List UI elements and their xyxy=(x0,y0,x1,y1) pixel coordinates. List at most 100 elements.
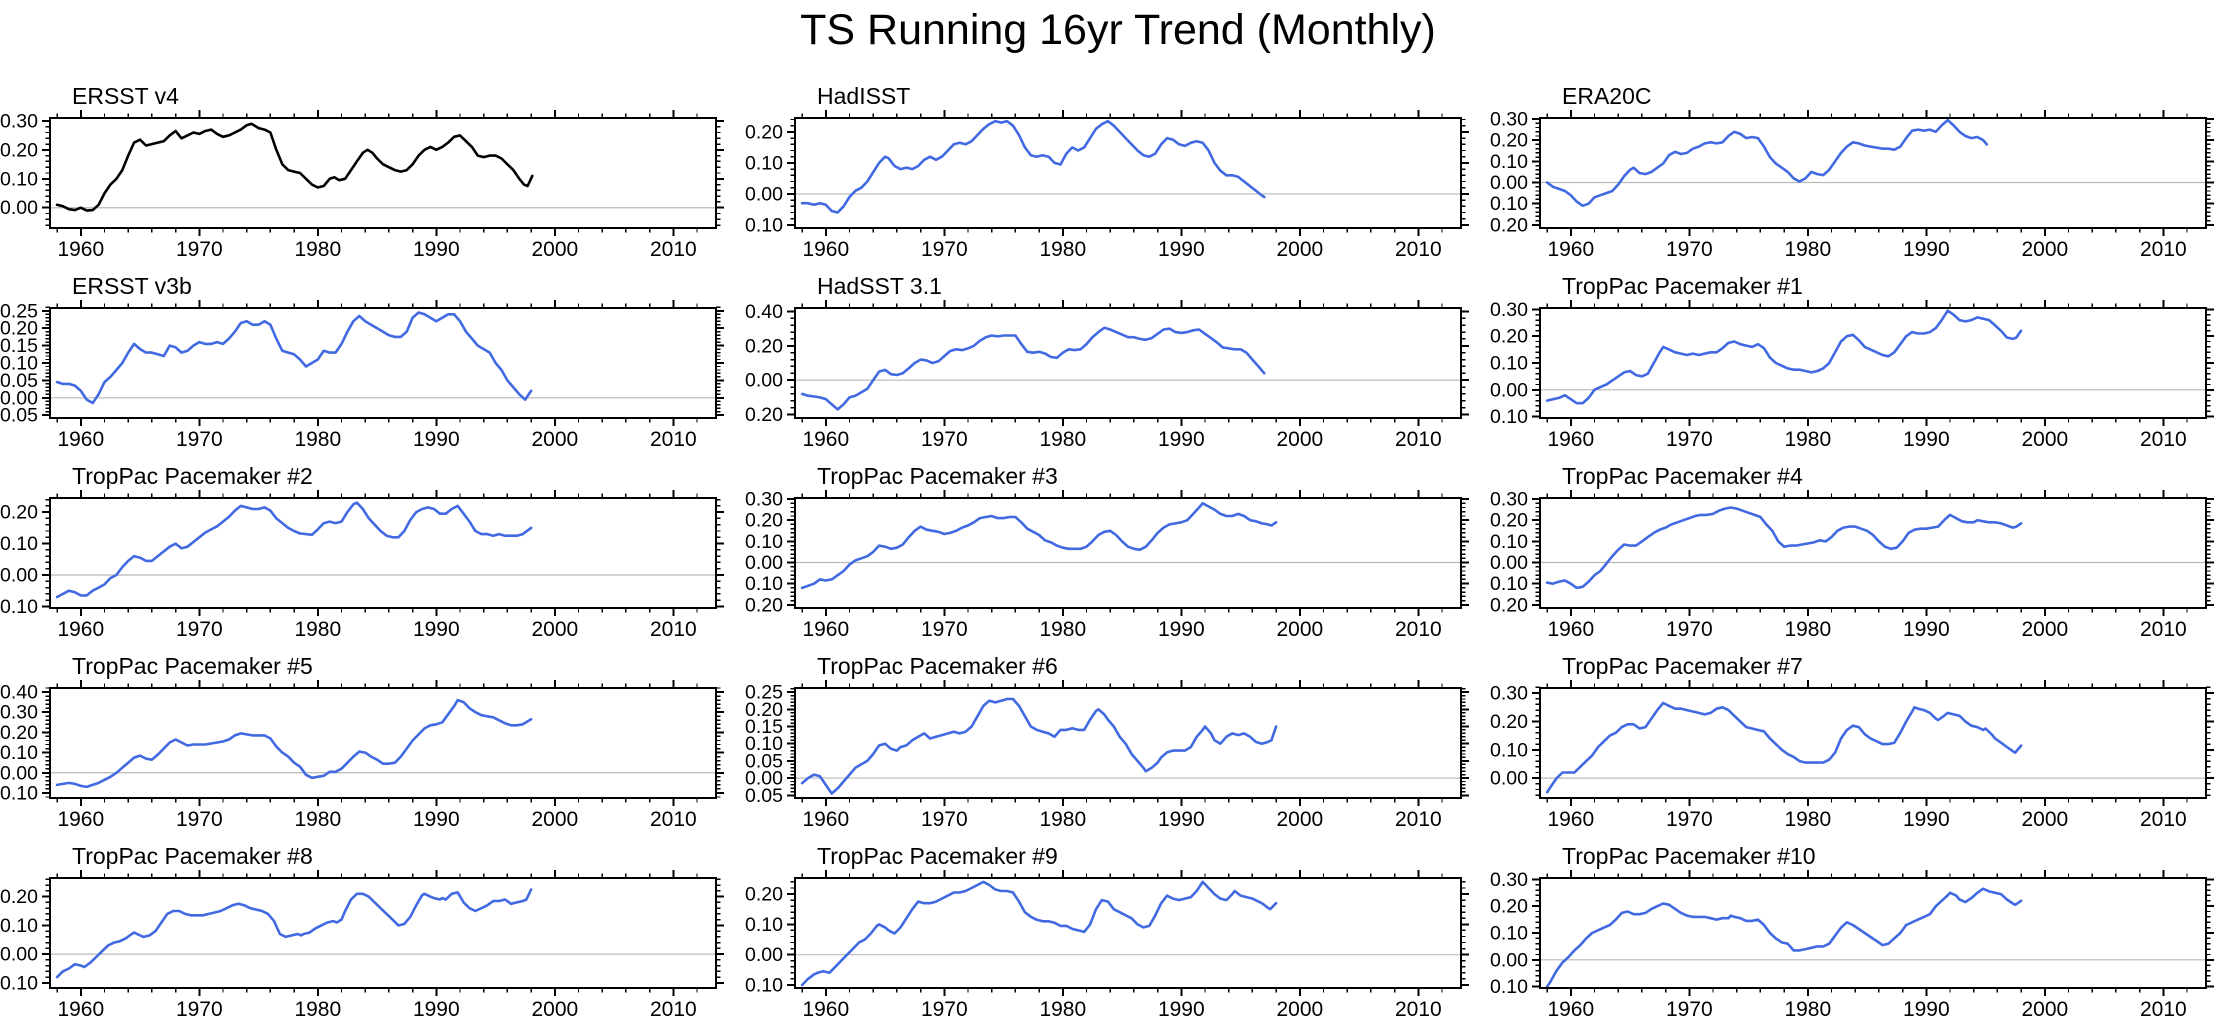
x-tick-label: 1980 xyxy=(1039,808,1086,830)
panel-troppac-pacemaker-5: 1960 1970 1980 1990 2000 2010 -0.100.000.100.2… xyxy=(0,640,745,830)
y-tick-label: 0.20 xyxy=(745,335,783,357)
x-tick-label: 1970 xyxy=(1666,998,1713,1020)
x-tick-label: 2010 xyxy=(650,808,697,830)
data-line xyxy=(800,326,1266,411)
x-tick-label: 1970 xyxy=(1666,808,1713,830)
x-tick-label: 2000 xyxy=(531,428,578,450)
plot-box xyxy=(49,117,717,229)
y-tick-label: 0.20 xyxy=(0,318,38,340)
x-tick-label: 1990 xyxy=(1158,428,1205,450)
x-tick-label: 1990 xyxy=(413,428,460,450)
panel-troppac-pacemaker-7: 1960 1970 1980 1990 2000 2010 0.00 0.10 0.20 0.30… xyxy=(1490,640,2235,830)
plot-box xyxy=(1539,307,2207,419)
x-tick-label: 1980 xyxy=(1039,238,1086,260)
chart-svg: 196019701980199020002010-0.100.000.100.2… xyxy=(0,653,724,830)
y-tick-label: 0.00 xyxy=(0,197,38,219)
data-line xyxy=(1545,309,2023,405)
y-tick-label: 0.30 xyxy=(1490,683,1528,705)
x-tick-label: 2010 xyxy=(1395,428,1442,450)
x-tick-label: 2000 xyxy=(2021,618,2068,640)
y-tick-label: 0.10 xyxy=(1490,353,1528,375)
chart-svg: 196019701980199020002010-0.100.000.100.2… xyxy=(0,843,724,1020)
x-tick-label: 1960 xyxy=(57,428,104,450)
x-tick-label: 1990 xyxy=(1903,238,1950,260)
panel-era20c: 196019701980199020002010-0.20-0.100.000.… xyxy=(1490,70,2235,260)
y-tick-label: 0.10 xyxy=(1490,151,1528,173)
y-tick-label: -0.20 xyxy=(1490,214,1528,236)
x-tick-label: 1960 xyxy=(802,428,849,450)
panel-title: TropPac Pacemaker #6 xyxy=(817,653,1058,679)
y-tick-label: 0.10 xyxy=(1490,739,1528,761)
y-tick-label: 0.10 xyxy=(0,742,38,764)
y-tick-label: 0.30 xyxy=(745,489,783,511)
x-tick-label: 1990 xyxy=(1903,428,1950,450)
chart-svg: 1960 1970 1980 1990 2000 2010 -0.20 0.00 0.20 0.4… xyxy=(745,273,1469,450)
x-tick-label: 1970 xyxy=(176,618,223,640)
panel-title: TropPac Pacemaker #9 xyxy=(817,843,1058,869)
x-tick-label: 1960 xyxy=(57,238,104,260)
panel-troppac-pacemaker-8: 1960 1970 1980 1990 2000 2010 -0.10 0.00 0.10 0.2… xyxy=(0,830,745,1020)
x-tick-label: 1980 xyxy=(1784,808,1831,830)
x-tick-label: 2000 xyxy=(1276,618,1323,640)
x-tick-label: 1990 xyxy=(1903,618,1950,640)
chart-svg: 196019701980199020002010-0.20-0.100.000.… xyxy=(1490,83,2214,260)
y-tick-label: 0.20 xyxy=(745,121,783,143)
panel-title: TropPac Pacemaker #5 xyxy=(72,653,313,679)
plot-box xyxy=(794,877,1462,989)
page-title: TS Running 16yr Trend (Monthly) xyxy=(800,6,1436,54)
chart-svg: 196019701980199020002010-0.100.000.100.2… xyxy=(1490,273,2214,450)
x-tick-label: 1990 xyxy=(413,238,460,260)
x-tick-label: 1970 xyxy=(921,998,968,1020)
x-tick-label: 1970 xyxy=(921,808,968,830)
x-tick-label: 2000 xyxy=(531,238,578,260)
chart-svg: 196019701980199020002010-0.20-0.100.000.… xyxy=(745,463,1469,640)
y-tick-label: 0.00 xyxy=(745,552,783,574)
x-tick-label: 1960 xyxy=(1547,428,1594,450)
panel-title: TropPac Pacemaker #8 xyxy=(72,843,313,869)
plot-box xyxy=(794,687,1462,799)
x-tick-label: 1980 xyxy=(1039,428,1086,450)
x-tick-label: 2000 xyxy=(2021,808,2068,830)
chart-svg: 196019701980199020002010-0.050.000.050.1… xyxy=(745,653,1469,830)
x-tick-label: 1960 xyxy=(1547,618,1594,640)
x-tick-label: 2010 xyxy=(2140,238,2187,260)
y-tick-label: 0.00 xyxy=(1490,949,1528,971)
panel-title: TropPac Pacemaker #10 xyxy=(1562,843,1816,869)
plot-box xyxy=(1539,497,2207,609)
data-line xyxy=(800,119,1266,214)
y-tick-label: 0.00 xyxy=(1490,379,1528,401)
x-tick-label: 1980 xyxy=(1039,618,1086,640)
y-tick-label: 0.20 xyxy=(0,886,38,908)
y-tick-label: 0.00 xyxy=(1490,768,1528,790)
y-tick-label: 0.20 xyxy=(745,699,783,721)
x-tick-label: 2010 xyxy=(2140,428,2187,450)
y-tick-label: -0.05 xyxy=(745,785,783,807)
panel-ersst-v4: 1960 1970 1980 1990 2000 2010 0.00 0.10 0.20 0.30… xyxy=(0,70,745,260)
plot-box xyxy=(1539,687,2207,799)
y-tick-label: 0.00 xyxy=(0,944,38,966)
y-tick-label: 0.20 xyxy=(1490,711,1528,733)
x-tick-label: 1980 xyxy=(294,998,341,1020)
x-tick-label: 1960 xyxy=(802,238,849,260)
y-tick-label: 0.00 xyxy=(0,565,38,587)
panel-ersst-v3b: 196019701980199020002010-0.050.000.050.1… xyxy=(0,260,745,450)
y-tick-label: -0.10 xyxy=(745,573,783,595)
x-tick-label: 1990 xyxy=(413,998,460,1020)
x-tick-label: 2000 xyxy=(1276,428,1323,450)
chart-svg: 1960 1970 1980 1990 2000 2010 0.00 0.10 0.20 0.30… xyxy=(0,83,724,260)
x-tick-label: 1990 xyxy=(1158,808,1205,830)
x-tick-label: 2010 xyxy=(650,998,697,1020)
x-tick-label: 1960 xyxy=(1547,238,1594,260)
panel-troppac-pacemaker-6: 196019701980199020002010-0.050.000.050.1… xyxy=(745,640,1490,830)
y-tick-label: 0.10 xyxy=(1490,531,1528,553)
y-tick-label: -0.10 xyxy=(1490,193,1528,215)
y-tick-label: -0.10 xyxy=(745,214,783,236)
data-line xyxy=(1545,506,2023,590)
y-tick-label: 0.05 xyxy=(0,370,38,392)
y-tick-label: 0.10 xyxy=(0,353,38,375)
y-tick-label: 0.20 xyxy=(1490,510,1528,532)
data-line xyxy=(55,311,533,405)
data-line xyxy=(1545,701,2023,794)
y-tick-label: 0.10 xyxy=(745,531,783,553)
y-tick-label: 0.10 xyxy=(0,168,38,190)
